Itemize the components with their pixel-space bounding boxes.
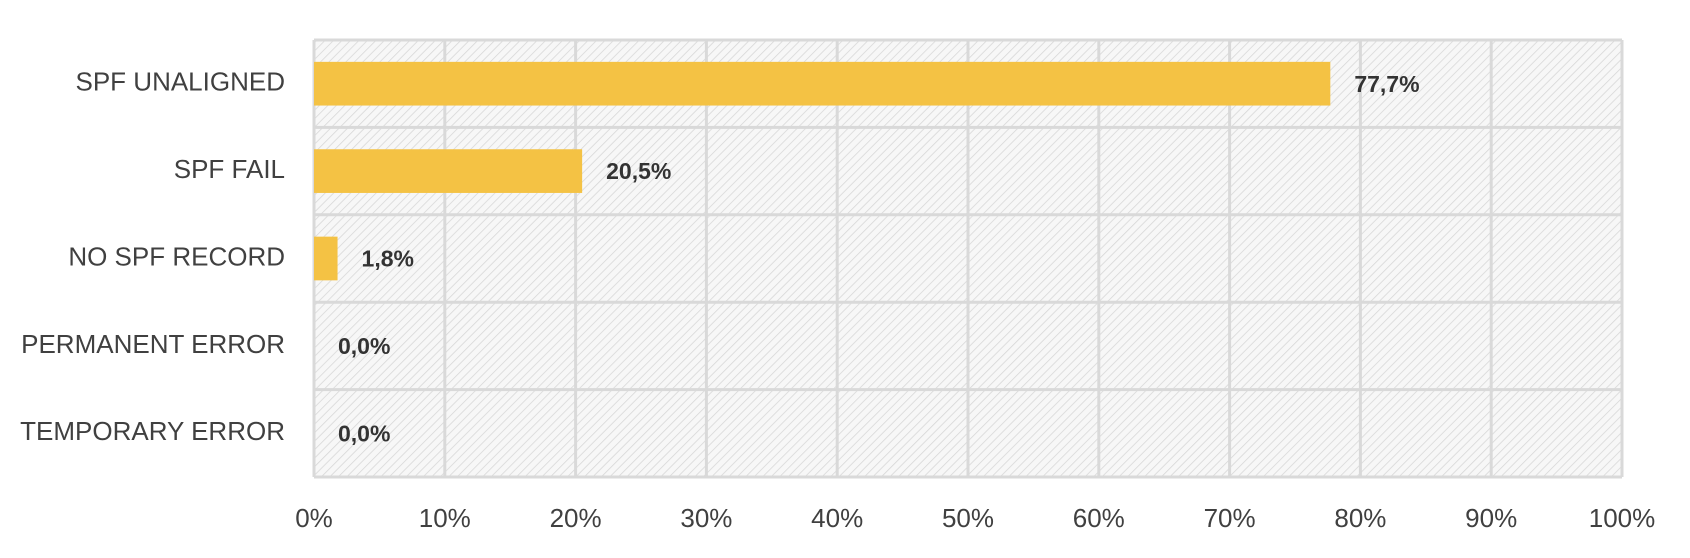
x-tick-label: 50% [942, 503, 994, 533]
x-tick-label: 80% [1334, 503, 1386, 533]
bar [314, 149, 583, 193]
value-label: 0,0% [338, 333, 390, 359]
x-tick-label: 70% [1204, 503, 1256, 533]
value-label: 20,5% [606, 158, 671, 184]
x-tick-label: 90% [1465, 503, 1517, 533]
x-tick-label: 100% [1589, 503, 1656, 533]
x-tick-label: 40% [811, 503, 863, 533]
y-tick-label: PERMANENT ERROR [21, 329, 285, 359]
x-tick-label: 30% [680, 503, 732, 533]
x-tick-label: 10% [419, 503, 471, 533]
bar [314, 236, 338, 281]
value-label: 0,0% [338, 420, 390, 446]
x-tick-label: 20% [550, 503, 602, 533]
y-tick-label: SPF UNALIGNED [76, 67, 286, 97]
bar [314, 61, 1331, 106]
y-tick-label: SPF FAIL [174, 154, 285, 184]
y-tick-label: TEMPORARY ERROR [20, 416, 285, 446]
value-label: 1,8% [362, 246, 414, 272]
y-tick-label: NO SPF RECORD [68, 241, 285, 271]
value-label: 77,7% [1354, 71, 1419, 97]
x-tick-label: 0% [295, 503, 333, 533]
x-tick-label: 60% [1073, 503, 1125, 533]
